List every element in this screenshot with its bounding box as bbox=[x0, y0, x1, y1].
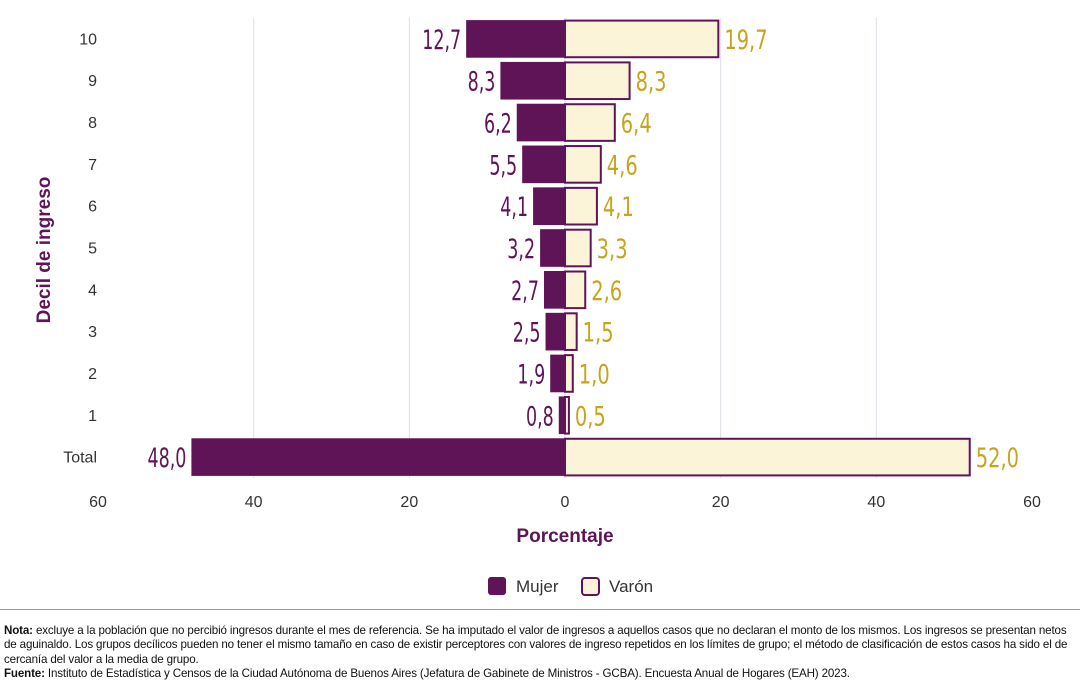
bar-varon bbox=[564, 228, 592, 268]
data-label-mujer: 0,8 bbox=[526, 400, 554, 432]
chart-notes: Nota: excluye a la población que no perc… bbox=[4, 624, 1076, 681]
bar-varon bbox=[564, 312, 578, 351]
category-label: 6 bbox=[88, 199, 97, 216]
note-text: excluye a la población que no percibió i… bbox=[4, 624, 1068, 666]
legend-swatch-varon bbox=[581, 577, 600, 596]
category-label: 7 bbox=[88, 157, 97, 174]
data-label-varon: 6,4 bbox=[621, 107, 652, 139]
x-axis-label: Porcentaje bbox=[516, 526, 613, 547]
data-label-varon: 1,5 bbox=[583, 316, 614, 348]
legend-label-varon: Varón bbox=[609, 577, 653, 596]
data-label-varon: 8,3 bbox=[636, 65, 667, 97]
data-label-mujer: 5,5 bbox=[489, 149, 517, 181]
data-label-mujer: 2,5 bbox=[513, 316, 541, 348]
notes-divider bbox=[0, 609, 1080, 610]
data-label-mujer: 3,2 bbox=[507, 233, 535, 265]
bar-mujer bbox=[522, 145, 565, 184]
source-paragraph: Fuente: Instituto de Estadística y Censo… bbox=[4, 667, 1076, 681]
x-tick-label: 40 bbox=[867, 494, 885, 511]
data-label-varon: 0,5 bbox=[575, 400, 606, 432]
data-label-mujer: 48,0 bbox=[147, 442, 186, 474]
data-label-varon: 4,6 bbox=[607, 149, 638, 181]
data-label-mujer: 4,1 bbox=[500, 191, 528, 223]
x-tick-label: 60 bbox=[89, 494, 107, 511]
bar-varon bbox=[564, 186, 598, 226]
bar-mujer bbox=[540, 229, 565, 267]
bar-mujer bbox=[533, 187, 565, 225]
bar-mujer bbox=[545, 312, 565, 351]
category-label: 1 bbox=[88, 408, 97, 425]
x-tick-label: 40 bbox=[245, 494, 263, 511]
legend-label-mujer: Mujer bbox=[516, 577, 559, 596]
category-label: 5 bbox=[88, 241, 97, 258]
data-label-varon: 3,3 bbox=[597, 233, 628, 265]
data-label-varon: 19,7 bbox=[724, 24, 767, 56]
category-label: 2 bbox=[88, 366, 97, 383]
data-label-varon: 52,0 bbox=[976, 442, 1019, 474]
bar-mujer bbox=[550, 354, 565, 393]
legend-swatch-mujer bbox=[488, 577, 506, 595]
data-label-varon: 4,1 bbox=[603, 191, 634, 223]
bar-mujer bbox=[516, 103, 565, 142]
category-label: 9 bbox=[88, 73, 97, 90]
data-label-mujer: 12,7 bbox=[422, 24, 461, 56]
bar-mujer bbox=[543, 271, 565, 309]
bar-varon bbox=[564, 437, 971, 477]
bar-varon bbox=[564, 19, 720, 59]
income-decile-pyramid-chart: 60 40 20 0 20 40 60 Porcentaje Decil de ingreso 1… bbox=[34, 18, 1041, 596]
data-label-varon: 2,6 bbox=[591, 275, 622, 307]
bar-varon bbox=[564, 354, 574, 393]
data-label-mujer: 6,2 bbox=[484, 107, 512, 139]
category-label: 3 bbox=[88, 324, 97, 341]
source-text: Instituto de Estadística y Censos de la … bbox=[44, 666, 850, 680]
data-label-mujer: 1,9 bbox=[517, 358, 545, 390]
note-paragraph: Nota: excluye a la población que no perc… bbox=[4, 624, 1076, 667]
bar-varon bbox=[564, 103, 616, 142]
x-tick-label: 60 bbox=[1023, 494, 1041, 511]
x-tick-label: 20 bbox=[712, 494, 730, 511]
bar-varon bbox=[564, 145, 602, 184]
data-label-mujer: 2,7 bbox=[511, 275, 539, 307]
x-tick-label: 0 bbox=[561, 494, 570, 511]
bar-varon bbox=[564, 61, 631, 101]
data-label-mujer: 8,3 bbox=[468, 65, 496, 97]
bar-varon bbox=[564, 270, 587, 310]
category-label: Total bbox=[63, 450, 97, 467]
bar-mujer bbox=[500, 61, 565, 100]
note-label: Nota: bbox=[4, 624, 33, 637]
bar-varon bbox=[564, 395, 570, 435]
x-tick-label: 20 bbox=[400, 494, 418, 511]
data-label-varon: 1,0 bbox=[579, 358, 610, 390]
category-label: 10 bbox=[79, 31, 97, 48]
bar-mujer bbox=[191, 438, 565, 476]
source-label: Fuente: bbox=[4, 666, 45, 680]
bar-mujer bbox=[558, 396, 565, 435]
category-label: 4 bbox=[88, 282, 97, 299]
bar-mujer bbox=[466, 20, 565, 58]
y-axis-label: Decil de ingreso bbox=[34, 177, 55, 324]
category-label: 8 bbox=[88, 115, 97, 132]
